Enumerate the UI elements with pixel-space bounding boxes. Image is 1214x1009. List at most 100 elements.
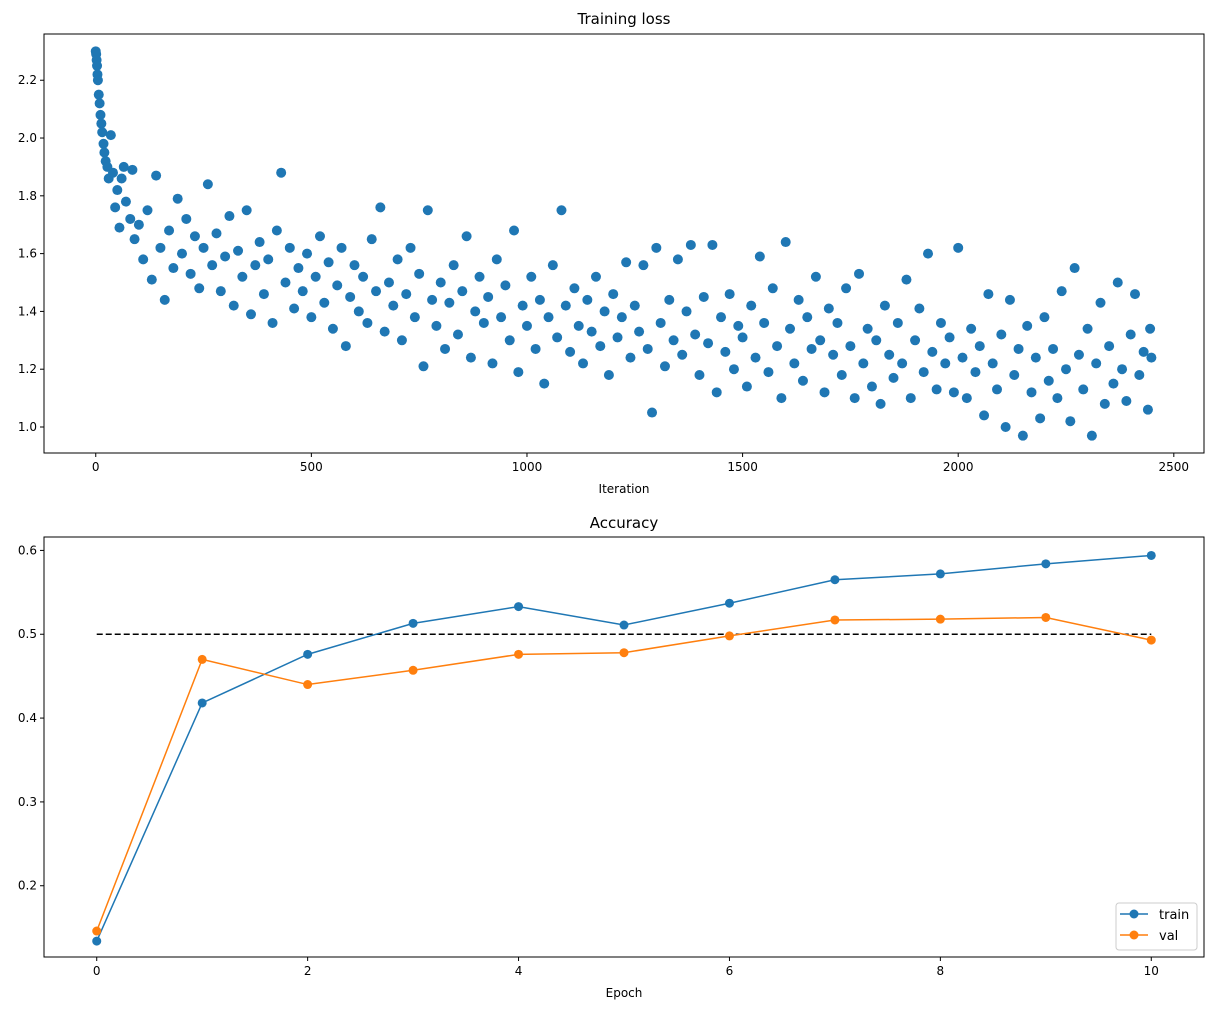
legend-val-marker bbox=[1129, 930, 1139, 940]
loss-point bbox=[254, 237, 265, 248]
loss-point bbox=[979, 410, 990, 421]
loss-point bbox=[327, 323, 338, 334]
loss-point bbox=[785, 323, 796, 334]
loss-point bbox=[1099, 398, 1110, 409]
x-tick-label: 0 bbox=[92, 460, 100, 474]
loss-point bbox=[664, 294, 675, 305]
loss-point bbox=[897, 358, 908, 369]
loss-point bbox=[854, 268, 865, 279]
loss-point bbox=[1073, 349, 1084, 360]
loss-point bbox=[716, 312, 727, 323]
loss-point bbox=[1052, 393, 1063, 404]
loss-point bbox=[961, 393, 972, 404]
loss-point bbox=[142, 205, 153, 216]
loss-point bbox=[642, 343, 653, 354]
val-point bbox=[514, 649, 524, 659]
loss-point bbox=[114, 222, 125, 233]
loss-point bbox=[194, 283, 205, 294]
loss-point bbox=[323, 257, 334, 268]
loss-point bbox=[1048, 343, 1059, 354]
loss-point bbox=[176, 248, 187, 259]
loss-point bbox=[681, 306, 692, 317]
loss-point bbox=[599, 306, 610, 317]
loss-point bbox=[349, 260, 360, 271]
loss-point bbox=[159, 294, 170, 305]
loss-point bbox=[927, 346, 938, 357]
loss-point bbox=[276, 167, 287, 178]
loss-point bbox=[125, 213, 136, 224]
loss-point bbox=[224, 211, 235, 222]
loss-x-ticks: 0 500 1000 1500 2000 2500 bbox=[92, 453, 1189, 474]
loss-point bbox=[302, 248, 313, 259]
loss-point bbox=[806, 343, 817, 354]
loss-point bbox=[185, 268, 196, 279]
loss-y-ticks: 1.0 1.2 1.4 1.6 1.8 2.0 2.2 bbox=[18, 73, 44, 434]
loss-point bbox=[353, 306, 364, 317]
loss-point bbox=[95, 109, 106, 120]
val-point bbox=[303, 680, 313, 690]
y-tick-label: 0.2 bbox=[18, 879, 37, 893]
loss-point bbox=[233, 245, 244, 256]
loss-point bbox=[612, 332, 623, 343]
loss-point bbox=[241, 205, 252, 216]
loss-point bbox=[392, 254, 403, 265]
loss-point bbox=[99, 147, 110, 158]
loss-point bbox=[1017, 430, 1028, 441]
loss-point bbox=[1082, 323, 1093, 334]
loss-point bbox=[92, 75, 103, 86]
train-point bbox=[830, 575, 840, 585]
loss-point bbox=[685, 239, 696, 250]
loss-point bbox=[655, 317, 666, 328]
loss-point bbox=[116, 173, 127, 184]
loss-xlabel: Iteration bbox=[599, 482, 650, 496]
train-point bbox=[92, 936, 102, 946]
loss-point bbox=[207, 260, 218, 271]
loss-point bbox=[647, 407, 658, 418]
loss-point bbox=[1125, 329, 1136, 340]
loss-point bbox=[118, 161, 129, 172]
loss-point bbox=[93, 89, 104, 100]
loss-point bbox=[1108, 378, 1119, 389]
y-tick-label: 0.3 bbox=[18, 795, 37, 809]
loss-point bbox=[905, 393, 916, 404]
loss-point bbox=[659, 361, 670, 372]
loss-point bbox=[470, 306, 481, 317]
loss-point bbox=[983, 289, 994, 300]
loss-axes-frame bbox=[43, 33, 1205, 454]
loss-point bbox=[892, 317, 903, 328]
loss-point bbox=[448, 260, 459, 271]
x-tick-label: 0 bbox=[93, 964, 101, 978]
loss-point bbox=[638, 260, 649, 271]
val-point bbox=[935, 614, 945, 624]
loss-point bbox=[780, 237, 791, 248]
loss-point bbox=[427, 294, 438, 305]
loss-point bbox=[487, 358, 498, 369]
y-tick-label: 1.4 bbox=[18, 304, 37, 318]
loss-point bbox=[97, 127, 108, 138]
loss-point bbox=[133, 219, 144, 230]
loss-point bbox=[375, 202, 386, 213]
loss-point bbox=[1121, 395, 1132, 406]
accuracy-marks bbox=[92, 550, 1156, 946]
loss-point bbox=[940, 358, 951, 369]
loss-point bbox=[772, 341, 783, 352]
loss-point bbox=[383, 277, 394, 288]
loss-point bbox=[578, 358, 589, 369]
loss-point bbox=[763, 367, 774, 378]
loss-point bbox=[707, 239, 718, 250]
loss-point bbox=[127, 164, 138, 175]
loss-point bbox=[250, 260, 261, 271]
train-point bbox=[1041, 559, 1051, 569]
loss-point bbox=[586, 326, 597, 337]
loss-point bbox=[332, 280, 343, 291]
loss-point bbox=[293, 263, 304, 274]
loss-point bbox=[862, 323, 873, 334]
y-tick-label: 0.6 bbox=[18, 543, 37, 557]
loss-point bbox=[694, 369, 705, 380]
accuracy-x-ticks: 0 2 4 6 8 10 bbox=[93, 957, 1159, 978]
val-point bbox=[1146, 635, 1156, 645]
loss-point bbox=[267, 317, 278, 328]
x-tick-label: 2500 bbox=[1159, 460, 1190, 474]
loss-point bbox=[703, 338, 714, 349]
